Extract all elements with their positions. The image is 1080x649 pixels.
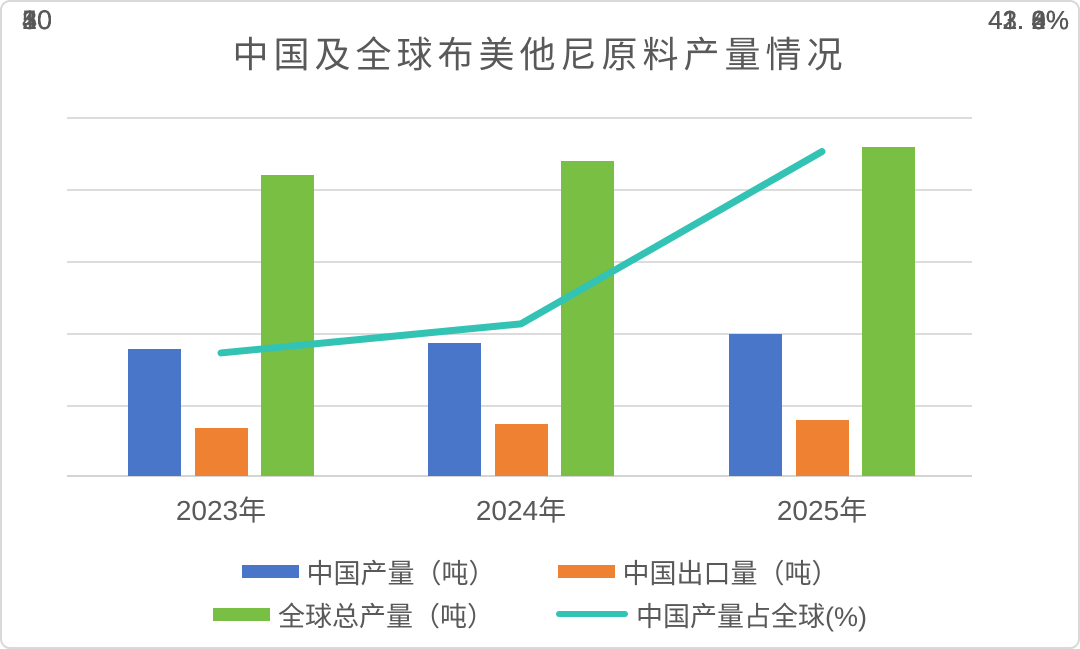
right-axis-tick: 43. 0% — [988, 5, 1069, 35]
bar-2-series-1 — [795, 420, 849, 476]
right-axis-tick: 43. 2% — [988, 5, 1069, 35]
right-axis-tick: 42. 2% — [988, 5, 1069, 35]
bar-2-series-0 — [729, 334, 782, 476]
gridline — [67, 189, 972, 191]
blue-bar-swatch-icon — [241, 564, 299, 578]
right-axis-tick: 41. 8% — [988, 5, 1069, 35]
right-axis-tick: 41. 6% — [988, 5, 1069, 35]
gridline — [67, 333, 972, 335]
x-axis-line — [67, 475, 972, 477]
legend: 中国产量（吨） 中国出口量（吨） 全球总产量（吨） 中国产量占全球(%) — [2, 556, 1078, 642]
bar-1-series-1 — [494, 424, 548, 476]
right-axis-tick: 42. 6% — [988, 5, 1069, 35]
legend-row: 中国产量（吨） 中国出口量（吨） — [2, 556, 1078, 589]
legend-item-global-production: 全球总产量（吨） — [213, 595, 494, 634]
left-axis-tick: 40 — [21, 5, 52, 35]
legend-item-china-share: 中国产量占全球(%) — [556, 595, 867, 634]
gridline — [67, 117, 972, 119]
gridline — [67, 405, 972, 407]
bar-0-series-0 — [128, 349, 181, 476]
category-label: 2025年 — [776, 495, 868, 526]
bar-0-series-1 — [194, 428, 248, 476]
chart-title: 中国及全球布美他尼原料产量情况 — [232, 34, 848, 75]
legend-item-china-export: 中国出口量（吨） — [557, 552, 839, 591]
right-axis-tick: 42. 8% — [988, 5, 1069, 35]
bar-1-series-2 — [561, 160, 614, 476]
legend-label: 中国出口量（吨） — [622, 558, 839, 589]
gridline — [67, 261, 972, 263]
right-axis-tick: 42. 0% — [988, 5, 1069, 35]
bar-0-series-2 — [261, 175, 314, 476]
legend-label: 全球总产量（吨） — [278, 601, 494, 632]
left-axis-tick: 0 — [36, 5, 52, 35]
bar-1-series-0 — [428, 342, 481, 476]
bar-2-series-2 — [862, 146, 915, 476]
category-label: 2024年 — [475, 495, 567, 526]
legend-row: 全球总产量（吨） 中国产量占全球(%) — [2, 599, 1078, 632]
right-axis-tick: 42. 4% — [988, 5, 1069, 35]
legend-label: 中国产量占全球(%) — [636, 601, 867, 632]
left-axis-tick: 50 — [21, 5, 52, 35]
category-label: 2023年 — [175, 495, 267, 526]
teal-line-swatch-icon — [556, 611, 628, 617]
left-axis-tick: 10 — [21, 5, 52, 35]
legend-item-china-production: 中国产量（吨） — [241, 552, 496, 591]
orange-bar-swatch-icon — [557, 564, 615, 578]
left-axis-tick: 30 — [21, 5, 52, 35]
left-axis-tick: 20 — [21, 5, 52, 35]
green-bar-swatch-icon — [213, 607, 270, 621]
legend-label: 中国产量（吨） — [306, 558, 496, 589]
